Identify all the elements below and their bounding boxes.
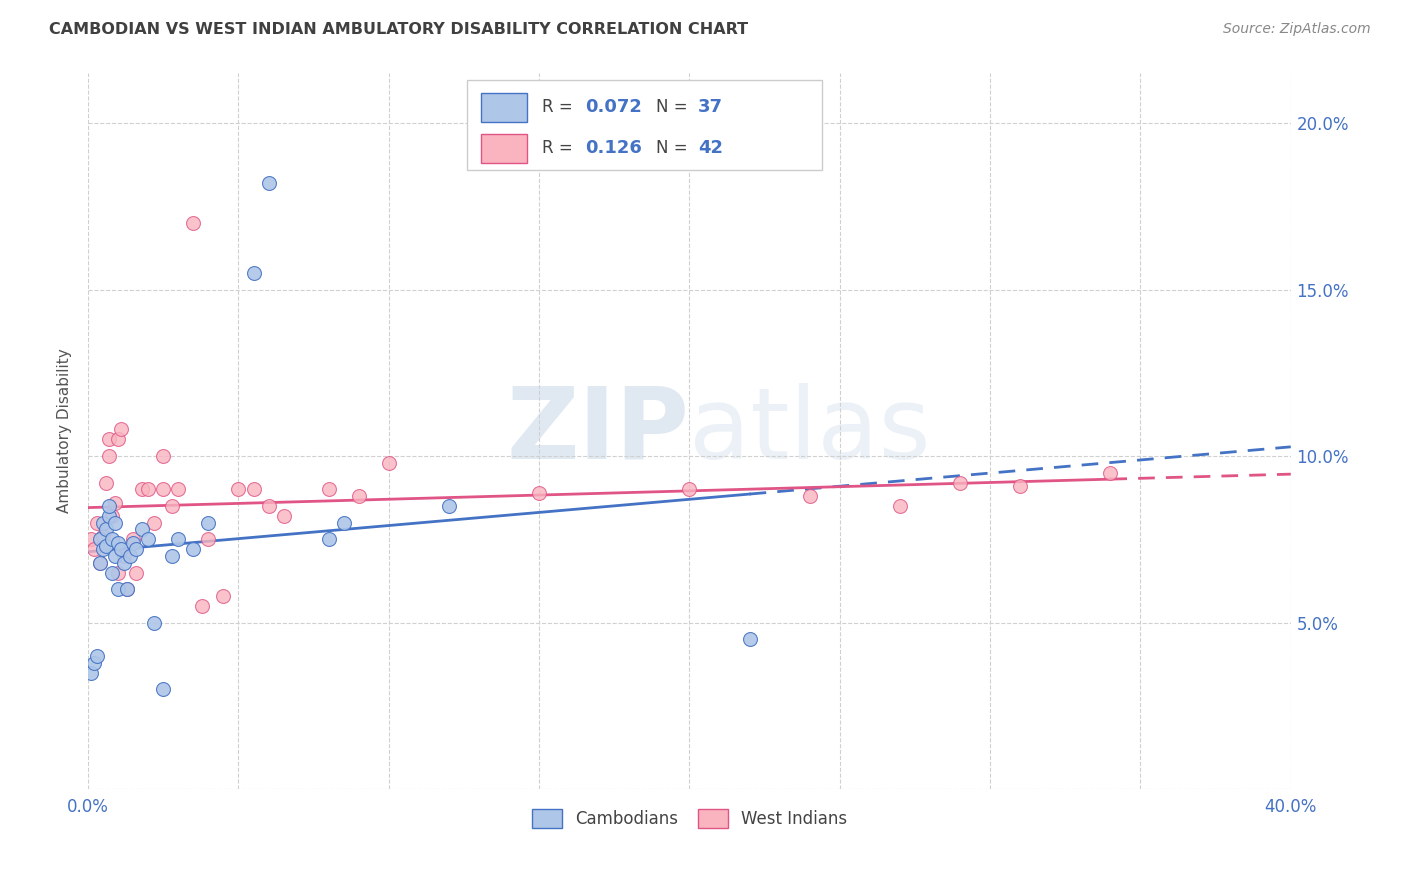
Point — [120, 549, 142, 563]
Point — [949, 475, 972, 490]
Point — [98, 499, 121, 513]
Point — [183, 216, 205, 230]
Point — [98, 509, 121, 524]
Text: Source: ZipAtlas.com: Source: ZipAtlas.com — [1223, 22, 1371, 37]
Point — [136, 483, 159, 497]
Point — [98, 433, 121, 447]
Point — [101, 533, 124, 547]
Point — [162, 499, 184, 513]
Point — [273, 509, 295, 524]
FancyBboxPatch shape — [481, 93, 527, 121]
Text: atlas: atlas — [689, 383, 931, 480]
Point — [1099, 466, 1122, 480]
Text: R =: R = — [541, 139, 578, 157]
Point — [152, 449, 174, 463]
Point — [197, 533, 219, 547]
Point — [738, 632, 761, 647]
Point — [889, 499, 911, 513]
Point — [122, 533, 145, 547]
Point — [125, 542, 148, 557]
Point — [257, 499, 280, 513]
Point — [101, 566, 124, 580]
Point — [104, 496, 127, 510]
Point — [167, 483, 190, 497]
Point — [242, 266, 264, 280]
Y-axis label: Ambulatory Disability: Ambulatory Disability — [58, 349, 72, 514]
Point — [86, 516, 108, 530]
Point — [1010, 479, 1032, 493]
Point — [104, 516, 127, 530]
Point — [110, 422, 132, 436]
FancyBboxPatch shape — [467, 80, 821, 169]
Point — [80, 533, 103, 547]
Point — [136, 533, 159, 547]
Point — [98, 449, 121, 463]
Point — [437, 499, 460, 513]
Text: 37: 37 — [697, 98, 723, 116]
Point — [152, 682, 174, 697]
Point — [191, 599, 214, 613]
Point — [107, 433, 129, 447]
Point — [89, 556, 111, 570]
Point — [332, 516, 354, 530]
Point — [183, 542, 205, 557]
Text: N =: N = — [655, 139, 693, 157]
Point — [799, 489, 821, 503]
Point — [212, 589, 235, 603]
Point — [91, 542, 114, 557]
Point — [378, 456, 401, 470]
Point — [91, 529, 114, 543]
Point — [197, 516, 219, 530]
Legend: Cambodians, West Indians: Cambodians, West Indians — [524, 802, 853, 835]
Point — [347, 489, 370, 503]
Point — [83, 542, 105, 557]
Point — [678, 483, 700, 497]
Point — [89, 533, 111, 547]
Point — [107, 582, 129, 597]
Point — [131, 483, 153, 497]
Point — [83, 656, 105, 670]
Point — [115, 582, 138, 597]
Point — [91, 516, 114, 530]
Point — [112, 549, 135, 563]
Point — [80, 665, 103, 680]
FancyBboxPatch shape — [481, 134, 527, 162]
Point — [257, 176, 280, 190]
Point — [101, 509, 124, 524]
Point — [96, 475, 118, 490]
Text: 0.072: 0.072 — [585, 98, 641, 116]
Point — [318, 483, 340, 497]
Point — [122, 535, 145, 549]
Point — [107, 535, 129, 549]
Point — [89, 556, 111, 570]
Point — [86, 648, 108, 663]
Point — [125, 566, 148, 580]
Point — [143, 615, 166, 630]
Point — [167, 533, 190, 547]
Text: ZIP: ZIP — [506, 383, 689, 480]
Point — [131, 522, 153, 536]
Point — [104, 549, 127, 563]
Text: N =: N = — [655, 98, 693, 116]
Point — [107, 566, 129, 580]
Point — [110, 542, 132, 557]
Text: 0.126: 0.126 — [585, 139, 641, 157]
Point — [143, 516, 166, 530]
Point — [115, 582, 138, 597]
Point — [228, 483, 250, 497]
Point — [152, 483, 174, 497]
Point — [96, 539, 118, 553]
Point — [112, 556, 135, 570]
Point — [96, 522, 118, 536]
Point — [318, 533, 340, 547]
Text: CAMBODIAN VS WEST INDIAN AMBULATORY DISABILITY CORRELATION CHART: CAMBODIAN VS WEST INDIAN AMBULATORY DISA… — [49, 22, 748, 37]
Text: R =: R = — [541, 98, 578, 116]
Point — [242, 483, 264, 497]
Text: 42: 42 — [697, 139, 723, 157]
Point — [527, 485, 550, 500]
Point — [162, 549, 184, 563]
